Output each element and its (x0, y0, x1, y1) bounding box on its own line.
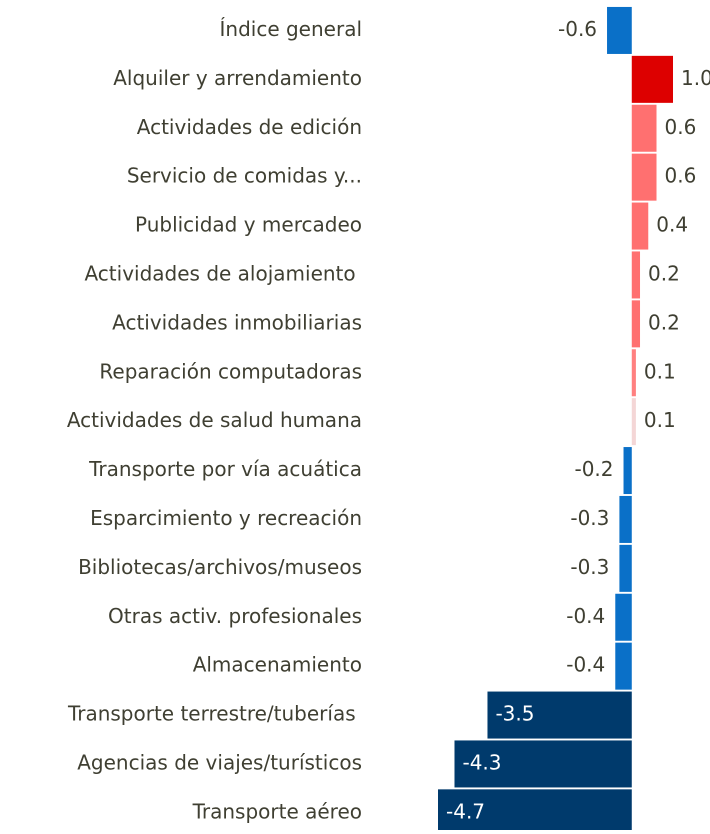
bar (623, 447, 632, 495)
value-label: -0.4 (566, 604, 605, 628)
value-label: 0.6 (665, 115, 697, 139)
bar (454, 740, 632, 788)
category-label: Otras activ. profesionales (108, 604, 362, 628)
value-label: 0.2 (648, 261, 680, 285)
category-label: Transporte por vía acuática (88, 457, 362, 481)
bar (631, 398, 636, 446)
category-label: Reparación computadoras (99, 359, 362, 383)
bar (631, 202, 649, 250)
bar (631, 104, 657, 152)
bar (487, 691, 632, 739)
value-label: -0.3 (570, 506, 609, 530)
bar (619, 544, 632, 592)
value-label: 0.1 (644, 408, 676, 432)
category-label: Esparcimiento y recreación (90, 506, 362, 530)
bar (631, 153, 657, 201)
value-label: -0.4 (566, 653, 605, 677)
category-label: Transporte terrestre/tuberías (67, 702, 362, 726)
category-label: Bibliotecas/archivos/museos (78, 555, 362, 579)
value-label: -0.6 (558, 17, 597, 41)
category-label: Actividades de salud humana (67, 408, 362, 432)
bar (438, 789, 632, 834)
value-label: 0.2 (648, 310, 680, 334)
value-label: 1.0 (681, 66, 710, 90)
bar (631, 300, 641, 348)
category-label: Actividades de edición (137, 115, 362, 139)
category-label: Índice general (220, 17, 363, 41)
bar (619, 495, 632, 543)
category-label: Almacenamiento (193, 653, 362, 677)
bar (615, 642, 632, 690)
bar (631, 251, 641, 299)
bar (607, 6, 632, 54)
category-label: Actividades de alojamiento (84, 261, 362, 285)
value-label: -4.3 (462, 750, 501, 774)
value-label: 0.4 (656, 213, 688, 237)
category-label: Actividades inmobiliarias (112, 310, 362, 334)
value-label: 0.1 (644, 359, 676, 383)
bar (631, 55, 673, 103)
value-label: -4.7 (446, 799, 485, 823)
value-label: -3.5 (495, 702, 534, 726)
category-label: Agencias de viajes/turísticos (77, 750, 362, 774)
category-label: Alquiler y arrendamiento (113, 66, 362, 90)
category-label: Transporte aéreo (192, 799, 362, 823)
bar (615, 593, 632, 641)
value-label: -0.2 (574, 457, 613, 481)
value-label: 0.6 (665, 164, 697, 188)
value-label: -0.3 (570, 555, 609, 579)
category-label: Publicidad y mercadeo (135, 213, 362, 237)
category-label: Servicio de comidas y... (127, 164, 362, 188)
bar (631, 349, 636, 397)
